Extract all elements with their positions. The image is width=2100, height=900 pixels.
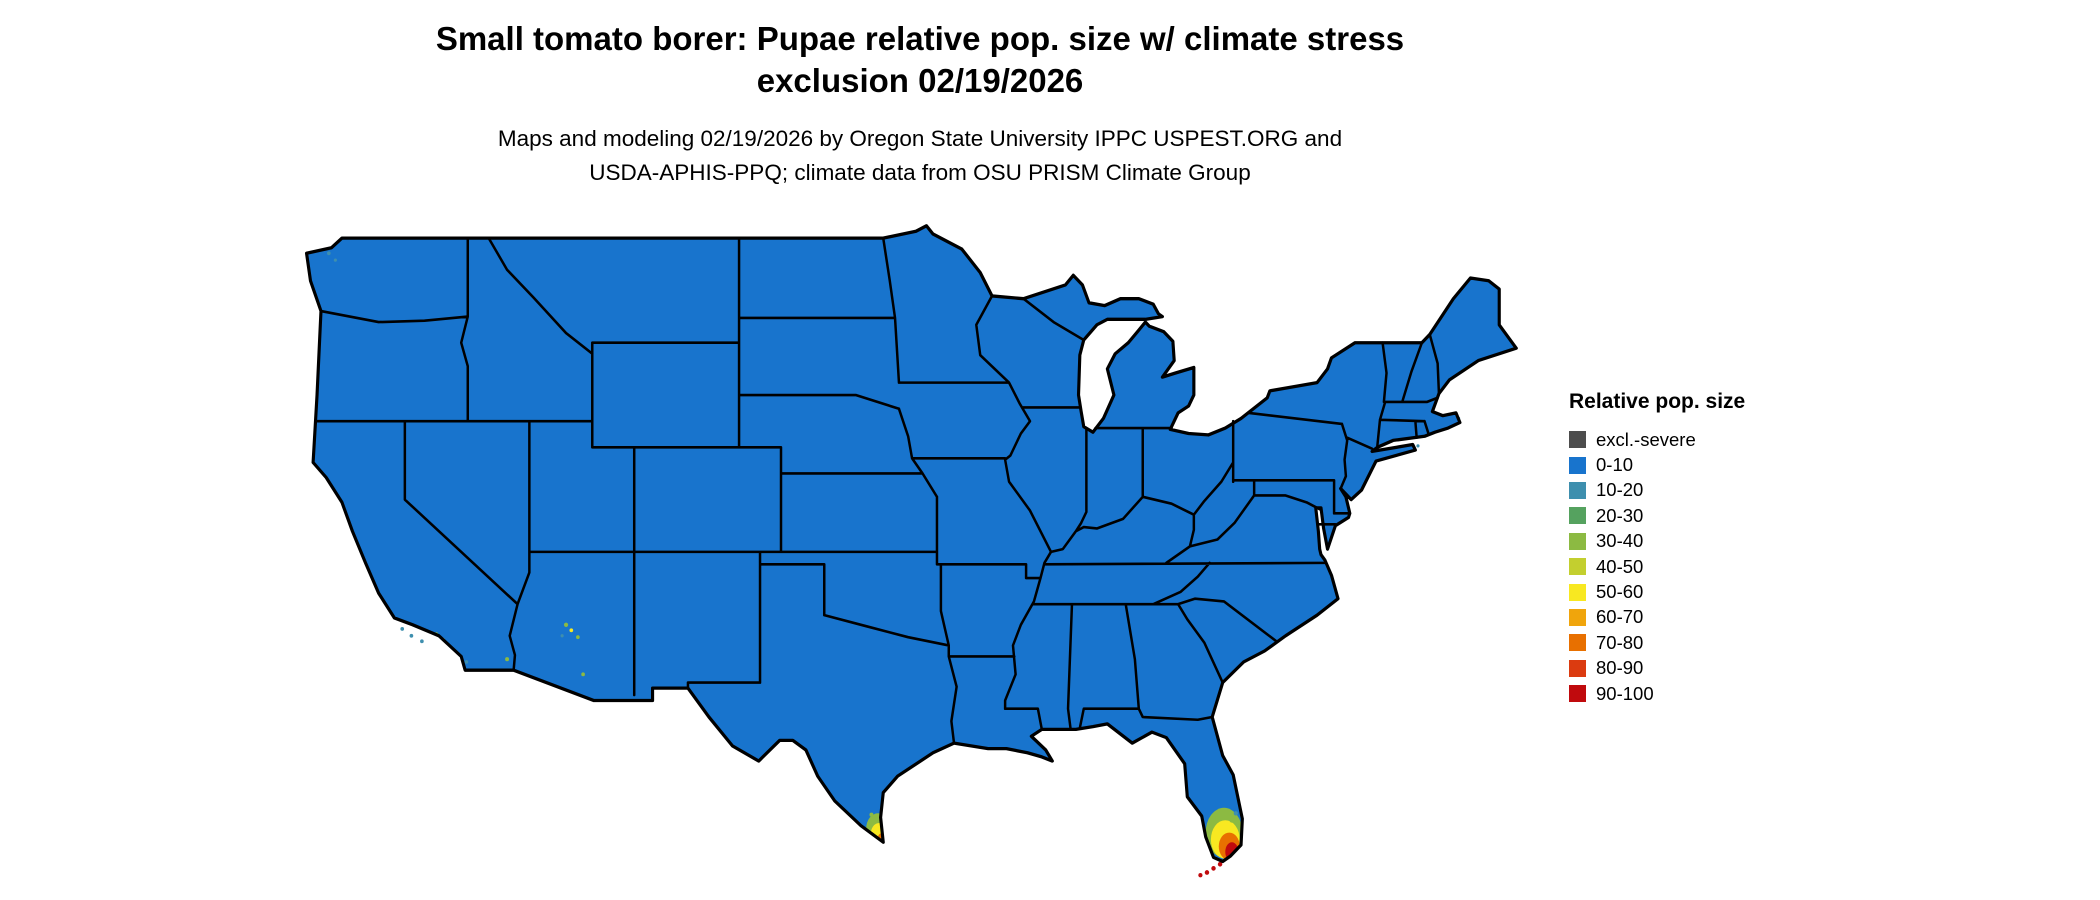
hotspot-speck (581, 672, 585, 677)
hotspot-speck (1215, 815, 1220, 820)
channel-island-speck (420, 639, 424, 644)
legend-swatch (1569, 431, 1586, 449)
legend-swatch (1569, 685, 1586, 703)
hotspot-speck (576, 635, 580, 640)
legend-swatch (1569, 583, 1586, 601)
legend-label: 20-30 (1596, 504, 1644, 526)
legend-item: 90-100 (1569, 681, 1745, 706)
hotspot-speck (1233, 811, 1238, 816)
legend-item: 60-70 (1569, 605, 1745, 630)
hotspot-speck (560, 634, 564, 638)
hotspot-speck (505, 657, 510, 662)
legend-label: 10-20 (1596, 479, 1644, 501)
state-borders (314, 236, 1441, 745)
hotspot-speck (1229, 817, 1235, 823)
subtitle-line-1: Maps and modeling 02/19/2026 by Oregon S… (497, 126, 1343, 151)
florida-keys-speck (1217, 861, 1223, 867)
legend-item: 30-40 (1569, 529, 1745, 554)
legend-swatch (1569, 659, 1586, 677)
legend-title: Relative pop. size (1569, 390, 1746, 413)
legend-label: 0-10 (1596, 454, 1634, 476)
legend-label: 50-60 (1596, 581, 1644, 603)
us-map-svg (304, 224, 1518, 878)
legend-swatch (1569, 507, 1586, 525)
florida-keys-speck (1198, 873, 1203, 878)
florida-keys-speck (1204, 870, 1210, 875)
hotspot-speck (563, 622, 569, 628)
legend-item: 80-90 (1569, 656, 1745, 681)
map-legend: Relative pop. size excl.-severe 0-10 10-… (1569, 390, 1745, 706)
legend-label: 60-70 (1596, 606, 1644, 628)
title-line-2: exclusion 02/19/2026 (756, 62, 1084, 99)
legend-label: 70-80 (1596, 631, 1644, 653)
legend-label: 90-100 (1596, 682, 1654, 704)
hotspot-speck (333, 258, 337, 262)
legend-swatch (1569, 481, 1586, 499)
map-subtitle: Maps and modeling 02/19/2026 by Oregon S… (0, 122, 1840, 190)
legend-label: 30-40 (1596, 530, 1644, 552)
legend-swatch (1569, 456, 1586, 474)
legend-label: excl.-severe (1596, 428, 1696, 450)
legend-item: 70-80 (1569, 630, 1745, 655)
hotspot-speck (869, 812, 874, 817)
hotspot-speck (326, 251, 331, 256)
legend-swatch (1569, 634, 1586, 652)
coastal-speck (1416, 444, 1420, 448)
channel-island-speck (409, 633, 414, 638)
us-map (300, 212, 1532, 900)
legend-item: 10-20 (1569, 478, 1745, 503)
hotspot-speck (569, 628, 574, 633)
legend-item: 20-30 (1569, 503, 1745, 528)
map-title: Small tomato borer: Pupae relative pop. … (0, 18, 1840, 102)
legend-item: 50-60 (1569, 579, 1745, 604)
subtitle-line-2: USDA-APHIS-PPQ; climate data from OSU PR… (589, 160, 1251, 185)
channel-island-speck (400, 627, 405, 631)
legend-item: 0-10 (1569, 452, 1745, 477)
florida-keys-speck (1211, 866, 1216, 871)
legend-swatch (1569, 608, 1586, 626)
legend-item: 40-50 (1569, 554, 1745, 579)
legend-swatch (1569, 558, 1586, 576)
legend-swatch (1569, 532, 1586, 550)
legend-label: 80-90 (1596, 657, 1644, 679)
legend-label: 40-50 (1596, 555, 1644, 577)
hotspot-speck (464, 660, 469, 664)
title-line-1: Small tomato borer: Pupae relative pop. … (435, 20, 1405, 57)
legend-item: excl.-severe (1569, 427, 1745, 452)
